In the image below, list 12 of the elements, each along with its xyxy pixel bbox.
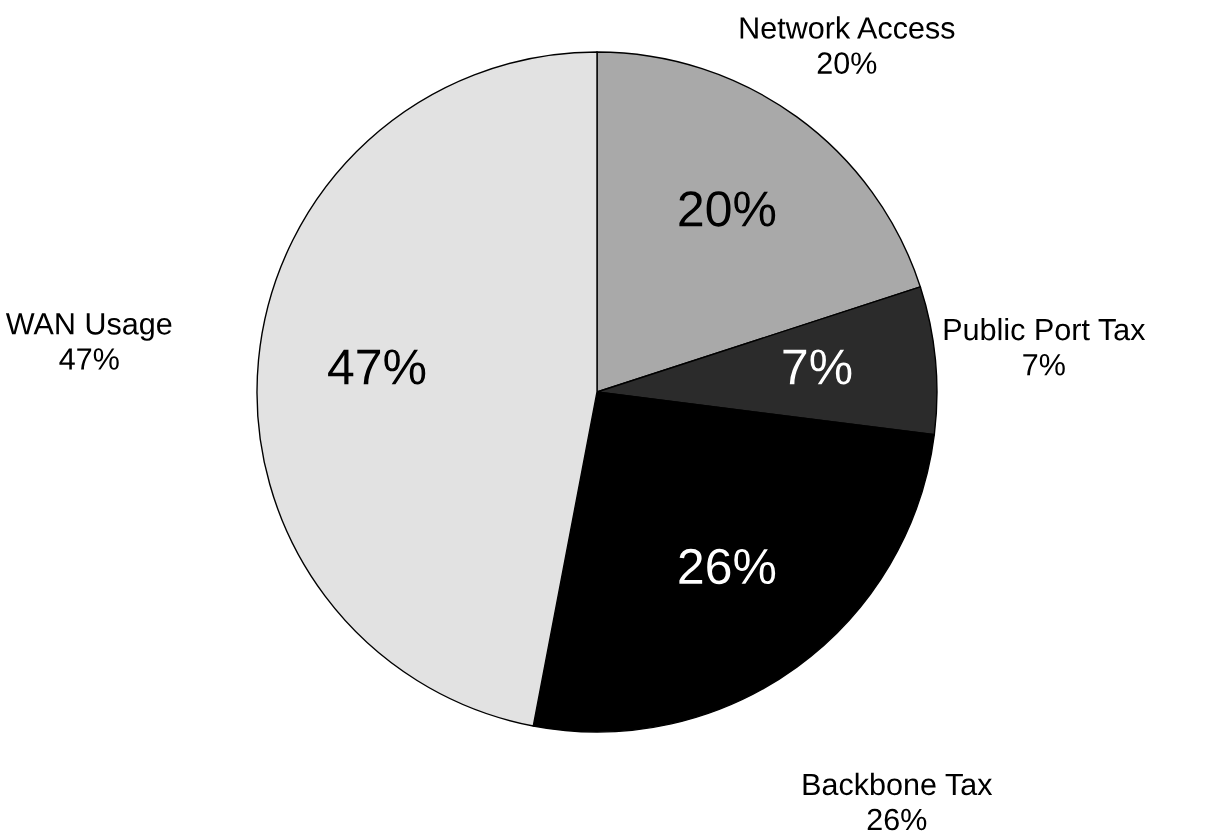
text: 26% [867,808,927,831]
text: 47% [59,348,119,370]
text: 20% [817,52,877,74]
slice-label: Public Port Tax [944,317,1146,341]
slice-label: Network Access [740,16,955,39]
data-label: 47% [328,349,426,385]
slice-label: WAN Usage [5,313,172,341]
data-label: 7% [783,349,852,385]
text: 7% [1023,354,1065,376]
slice-label: Backbone Tax [803,772,993,796]
data-label: 20% [679,191,776,227]
data-label: 26% [679,548,776,585]
